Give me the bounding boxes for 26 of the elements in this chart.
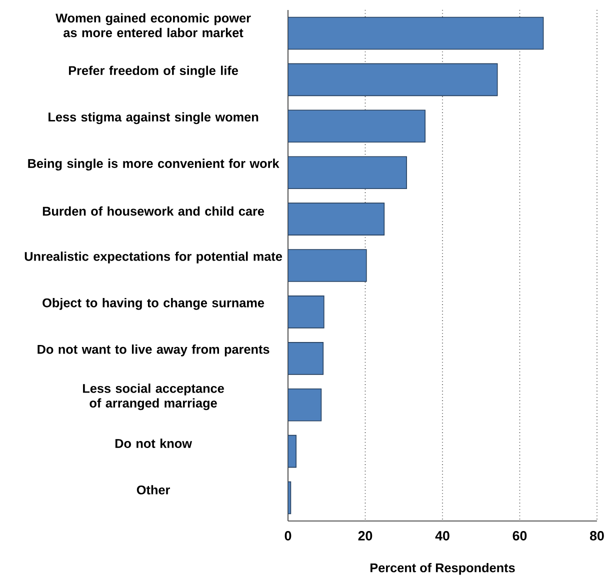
bar (288, 296, 324, 328)
y-tick-label: Unrealistic expectations for potential mate (24, 252, 282, 264)
y-tick-label: Prefer freedom of single life (68, 66, 238, 78)
bar (288, 202, 385, 236)
x-tick-label: 0 (284, 531, 292, 540)
y-tick-label: Object to having to change surname (42, 298, 264, 310)
x-tick-label: 60 (512, 531, 527, 540)
x-axis-title: Percent of Respondents (370, 562, 515, 575)
y-tick-label: Less social acceptance of arranged marriage (83, 384, 224, 410)
y-tick-label: Burden of housework and child care (42, 206, 264, 216)
y-tick-label: Women gained economic power as more entered labor market (56, 13, 251, 38)
bar (288, 16, 544, 50)
bar (288, 388, 322, 422)
bar (288, 63, 498, 96)
x-tick-label: 80 (590, 531, 604, 540)
x-tick-label: 20 (358, 531, 372, 540)
y-tick-label: Being single is more convenient for work (28, 158, 280, 171)
x-tick-label: 40 (435, 531, 450, 540)
y-tick-label: Other (136, 485, 170, 494)
bar (288, 249, 367, 282)
y-tick-label: Do not want to live away from parents (38, 344, 270, 356)
y-tick-label: Less stigma against single women (48, 112, 258, 124)
bar (288, 110, 426, 143)
bar (288, 156, 407, 189)
bar (288, 342, 324, 375)
y-tick-label: Do not know (115, 438, 192, 448)
